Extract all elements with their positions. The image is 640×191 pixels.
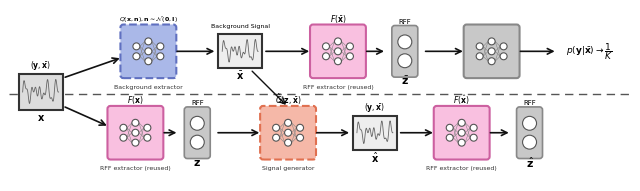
Circle shape xyxy=(120,134,127,141)
Circle shape xyxy=(323,53,330,60)
Circle shape xyxy=(120,124,127,131)
Circle shape xyxy=(132,119,139,126)
Text: RFF: RFF xyxy=(191,100,204,106)
Circle shape xyxy=(458,139,465,146)
Circle shape xyxy=(488,38,495,45)
Text: $\bar{\mathbf{z}}$: $\bar{\mathbf{z}}$ xyxy=(401,75,409,87)
FancyBboxPatch shape xyxy=(464,24,520,78)
Circle shape xyxy=(522,135,536,149)
Circle shape xyxy=(335,58,342,65)
Circle shape xyxy=(157,43,164,50)
FancyBboxPatch shape xyxy=(218,34,262,68)
Circle shape xyxy=(500,53,507,60)
FancyBboxPatch shape xyxy=(260,106,316,159)
Text: $\tilde{G}(\mathbf{z}, \bar{\mathbf{x}})$: $\tilde{G}(\mathbf{z}, \bar{\mathbf{x}})… xyxy=(275,93,301,107)
Circle shape xyxy=(273,134,280,141)
FancyBboxPatch shape xyxy=(184,107,210,159)
FancyBboxPatch shape xyxy=(120,24,176,78)
Text: RFF extractor (reused): RFF extractor (reused) xyxy=(303,85,373,90)
Circle shape xyxy=(446,124,453,131)
Circle shape xyxy=(132,129,139,136)
Circle shape xyxy=(335,38,342,45)
Text: RFF extractor (reused): RFF extractor (reused) xyxy=(426,166,497,171)
Circle shape xyxy=(132,139,139,146)
Text: $F(\hat{\mathbf{x}})$: $F(\hat{\mathbf{x}})$ xyxy=(453,93,470,107)
Text: Signal generator: Signal generator xyxy=(262,166,314,171)
Circle shape xyxy=(133,43,140,50)
FancyBboxPatch shape xyxy=(310,24,366,78)
Circle shape xyxy=(144,134,151,141)
Circle shape xyxy=(488,58,495,65)
Text: $\mathbf{x}$: $\mathbf{x}$ xyxy=(36,113,45,123)
Text: RFF: RFF xyxy=(399,19,411,24)
Circle shape xyxy=(476,43,483,50)
Circle shape xyxy=(346,43,353,50)
Circle shape xyxy=(323,43,330,50)
Text: $\hat{\mathbf{z}}$: $\hat{\mathbf{z}}$ xyxy=(525,155,534,170)
Circle shape xyxy=(145,38,152,45)
Circle shape xyxy=(446,134,453,141)
FancyBboxPatch shape xyxy=(392,26,418,77)
Circle shape xyxy=(285,139,292,146)
Circle shape xyxy=(398,35,412,49)
Circle shape xyxy=(522,116,536,130)
Text: Background extractor: Background extractor xyxy=(114,85,183,90)
Circle shape xyxy=(488,48,495,55)
Circle shape xyxy=(346,53,353,60)
FancyBboxPatch shape xyxy=(434,106,490,159)
Text: $(\mathbf{y}, \bar{\mathbf{x}})$: $(\mathbf{y}, \bar{\mathbf{x}})$ xyxy=(364,101,385,114)
Circle shape xyxy=(458,129,465,136)
Text: $(\mathbf{y}, \bar{\mathbf{x}})$: $(\mathbf{y}, \bar{\mathbf{x}})$ xyxy=(30,59,51,72)
Circle shape xyxy=(296,124,303,131)
FancyBboxPatch shape xyxy=(516,107,543,159)
Circle shape xyxy=(133,53,140,60)
Circle shape xyxy=(145,48,152,55)
Circle shape xyxy=(273,124,280,131)
Circle shape xyxy=(285,129,292,136)
FancyBboxPatch shape xyxy=(353,116,397,150)
Circle shape xyxy=(398,54,412,68)
Text: $\hat{\mathbf{x}}$: $\hat{\mathbf{x}}$ xyxy=(371,151,379,165)
FancyBboxPatch shape xyxy=(19,74,63,110)
Circle shape xyxy=(335,48,342,55)
Circle shape xyxy=(285,119,292,126)
Circle shape xyxy=(470,134,477,141)
Text: Background Signal: Background Signal xyxy=(211,24,269,29)
Circle shape xyxy=(144,124,151,131)
Circle shape xyxy=(476,53,483,60)
Text: $\bar{\mathbf{x}}$: $\bar{\mathbf{x}}$ xyxy=(236,70,244,82)
Circle shape xyxy=(190,135,204,149)
Text: $F(\bar{\mathbf{x}})$: $F(\bar{\mathbf{x}})$ xyxy=(330,13,346,25)
Text: $\mathbf{z}$: $\mathbf{z}$ xyxy=(193,158,201,168)
Circle shape xyxy=(296,134,303,141)
Text: $p(\mathbf{y}|\bar{\mathbf{x}}) \rightarrow \dfrac{1}{K}$: $p(\mathbf{y}|\bar{\mathbf{x}}) \rightar… xyxy=(566,41,613,62)
Circle shape xyxy=(157,53,164,60)
Text: $Q(\mathbf{x}, \mathbf{n}), \mathbf{n} \sim \mathcal{N}(\mathbf{0}, \mathbf{I})$: $Q(\mathbf{x}, \mathbf{n}), \mathbf{n} \… xyxy=(119,14,178,23)
Circle shape xyxy=(500,43,507,50)
Circle shape xyxy=(470,124,477,131)
Circle shape xyxy=(190,116,204,130)
Circle shape xyxy=(458,119,465,126)
Text: RFF extractor (reused): RFF extractor (reused) xyxy=(100,166,171,171)
FancyBboxPatch shape xyxy=(108,106,163,159)
Text: RFF: RFF xyxy=(523,100,536,106)
Text: $F(\mathbf{x})$: $F(\mathbf{x})$ xyxy=(127,94,144,106)
Circle shape xyxy=(145,58,152,65)
